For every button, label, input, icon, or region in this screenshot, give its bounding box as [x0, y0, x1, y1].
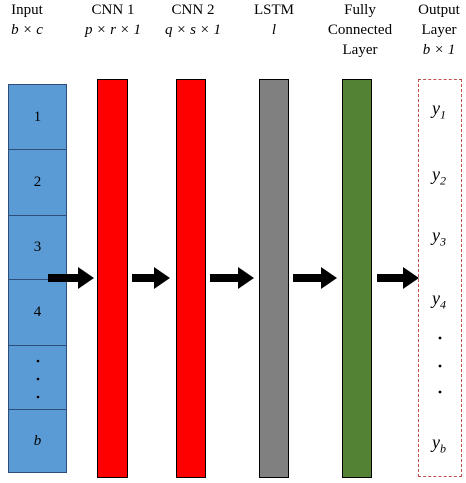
output-label-y1: y1 [432, 98, 446, 123]
input-cell-2-label: 2 [33, 174, 42, 190]
input-cell-3: 3 [9, 215, 66, 279]
arrow-cnn2-to-lstm-icon [210, 267, 254, 289]
lstm-header-dims: l [271, 22, 277, 38]
output-label-y3: y3 [432, 225, 446, 250]
output-label-yb-base: y [432, 432, 440, 452]
output-label-y3-sub: 3 [440, 234, 446, 249]
fc-layer-bar [342, 79, 372, 478]
output-header: Output Layer b × 1 [412, 0, 466, 60]
vertical-ellipsis-icon [36, 359, 39, 398]
output-label-y4-sub: 4 [440, 297, 446, 312]
output-layer-box [418, 79, 462, 477]
output-label-yb-sub: b [440, 441, 446, 456]
cnn1-header-title: CNN 1 [91, 2, 135, 18]
arrow-cnn1-to-cnn2-icon [132, 267, 170, 289]
arrow-input-to-cnn1-icon [48, 267, 94, 289]
output-label-y2: y2 [432, 164, 446, 189]
output-label-y2-base: y [432, 164, 440, 184]
input-cell-1-label: 1 [33, 108, 42, 125]
input-cell-2: 2 [9, 149, 66, 215]
cnn1-layer-bar [97, 79, 128, 478]
fc-header-line3: Layer [342, 42, 378, 58]
lstm-header-title: LSTM [253, 2, 294, 18]
fc-header-line1: Fully [344, 2, 376, 18]
output-header-dims: b × 1 [422, 42, 456, 58]
cnn2-header-dims: q × s × 1 [164, 22, 222, 38]
lstm-layer-bar [259, 79, 289, 478]
cnn1-header-dims: p × r × 1 [84, 22, 142, 38]
output-label-yb: yb [432, 432, 446, 457]
cnn1-header: CNN 1 p × r × 1 [80, 0, 146, 40]
input-cell-b: b [9, 409, 66, 472]
output-label-y1-sub: 1 [440, 107, 446, 122]
output-label-y1-base: y [432, 98, 440, 118]
cnn2-header-title: CNN 2 [171, 2, 215, 18]
cnn2-header: CNN 2 q × s × 1 [160, 0, 226, 40]
input-cell-ellipsis [9, 345, 66, 409]
fc-header: Fully Connected Layer [322, 0, 398, 60]
input-header: Input b × c [6, 0, 48, 40]
input-cell-3-label: 3 [33, 239, 42, 255]
cnn2-layer-bar [176, 79, 206, 478]
input-cell-4-label: 4 [33, 304, 42, 320]
input-header-dims: b × c [11, 22, 43, 38]
input-cell-b-label: b [33, 432, 42, 449]
input-header-title: Input [11, 2, 43, 18]
input-cell-1: 1 [9, 85, 66, 149]
arrow-fc-to-output-icon [377, 267, 419, 289]
output-header-line1: Output [418, 2, 460, 18]
output-label-y3-base: y [432, 225, 440, 245]
lstm-header: LSTM l [250, 0, 298, 40]
output-label-y2-sub: 2 [440, 173, 446, 188]
fc-header-line2: Connected [327, 22, 393, 38]
output-label-y4: y4 [432, 288, 446, 313]
output-ellipsis-icon [438, 336, 442, 394]
input-cell-4: 4 [9, 279, 66, 345]
output-header-line2: Layer [421, 22, 457, 38]
arrow-lstm-to-fc-icon [293, 267, 337, 289]
output-label-y4-base: y [432, 288, 440, 308]
